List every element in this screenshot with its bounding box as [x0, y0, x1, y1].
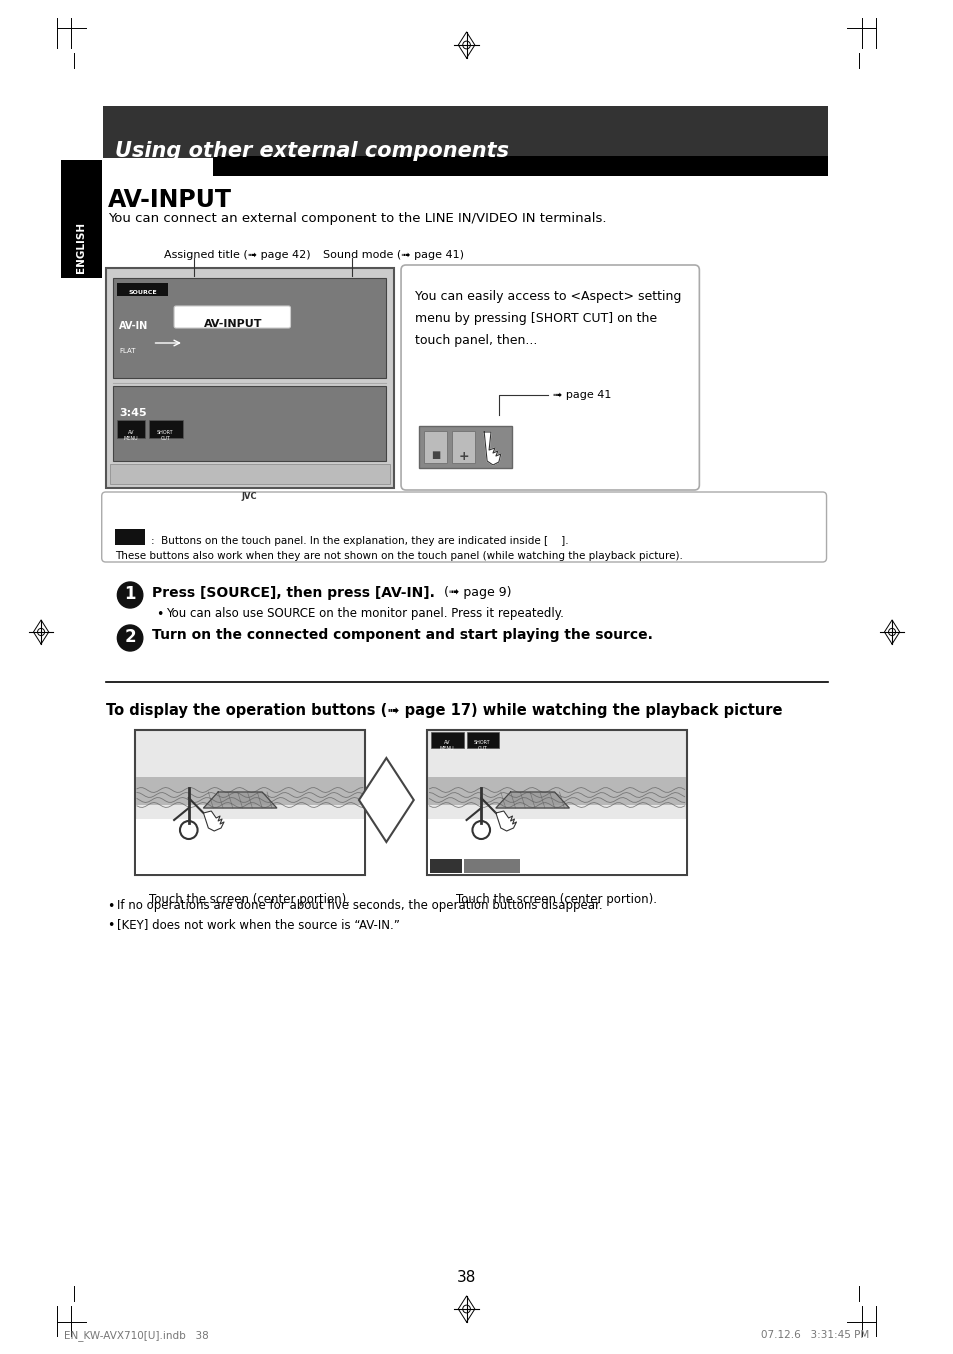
Circle shape — [472, 821, 490, 839]
Text: +: + — [457, 450, 469, 463]
Text: You can also use SOURCE on the monitor panel. Press it repeatedly.: You can also use SOURCE on the monitor p… — [166, 607, 563, 620]
Text: If no operations are done for about five seconds, the operation buttons disappea: If no operations are done for about five… — [117, 899, 602, 913]
Bar — [213, 156, 827, 176]
Text: To display the operation buttons (➟ page 17) while watching the playback picture: To display the operation buttons (➟ page… — [106, 703, 781, 718]
Text: •: • — [108, 919, 115, 932]
Text: (➟ page 9): (➟ page 9) — [439, 586, 511, 598]
Bar — [113, 278, 386, 378]
Circle shape — [117, 582, 143, 608]
Bar — [430, 858, 461, 873]
Text: These buttons also work when they are not shown on the touch panel (while watchi: These buttons also work when they are no… — [115, 551, 682, 561]
Text: SHORT
CUT: SHORT CUT — [157, 431, 173, 441]
Text: AV-INPUT: AV-INPUT — [108, 188, 232, 213]
Text: SOURCE: SOURCE — [476, 879, 507, 886]
Text: You can connect an external component to the LINE IN/VIDEO IN terminals.: You can connect an external component to… — [108, 213, 605, 225]
Text: KEY: KEY — [438, 879, 453, 886]
Text: 3:45: 3:45 — [119, 408, 147, 418]
Circle shape — [117, 626, 143, 651]
Polygon shape — [203, 811, 224, 831]
Text: AV
MENU: AV MENU — [439, 741, 454, 751]
Bar — [136, 819, 363, 873]
Bar — [113, 386, 386, 460]
FancyBboxPatch shape — [400, 265, 699, 490]
FancyBboxPatch shape — [102, 492, 825, 562]
Polygon shape — [457, 1296, 475, 1322]
Text: AV
MENU: AV MENU — [124, 431, 138, 441]
Bar — [136, 777, 363, 806]
Text: ENGLISH: ENGLISH — [76, 222, 86, 274]
Bar — [115, 529, 145, 546]
Polygon shape — [457, 32, 475, 58]
Text: Using other external components: Using other external components — [115, 141, 509, 161]
FancyBboxPatch shape — [174, 306, 291, 328]
Bar — [134, 730, 364, 875]
Bar — [463, 858, 519, 873]
Text: You can easily access to <Aspect> setting
menu by pressing [SHORT CUT] on the
to: You can easily access to <Aspect> settin… — [415, 290, 680, 347]
Polygon shape — [358, 758, 414, 842]
Text: SOURCE: SOURCE — [129, 290, 157, 295]
Text: [KEY] does not work when the source is “AV-IN.”: [KEY] does not work when the source is “… — [117, 918, 400, 932]
Circle shape — [887, 628, 895, 635]
Bar — [423, 431, 447, 463]
Text: ➟ page 41: ➟ page 41 — [552, 390, 610, 399]
Text: 2: 2 — [124, 628, 135, 646]
Polygon shape — [33, 620, 49, 645]
Bar — [428, 819, 685, 873]
Text: EN_KW-AVX710[U].indb   38: EN_KW-AVX710[U].indb 38 — [64, 1330, 208, 1340]
Bar — [61, 160, 102, 278]
Text: JVC: JVC — [241, 492, 257, 501]
Circle shape — [462, 41, 470, 49]
Text: Assigned title (➟ page 42): Assigned title (➟ page 42) — [164, 250, 311, 260]
Text: :  Buttons on the touch panel. In the explanation, they are indicated inside [  : : Buttons on the touch panel. In the exp… — [151, 536, 568, 546]
Text: Press [SOURCE], then press [AV-IN].: Press [SOURCE], then press [AV-IN]. — [152, 586, 434, 600]
Bar — [418, 427, 511, 468]
Polygon shape — [496, 811, 516, 831]
Text: 07.12.6   3:31:45 PM: 07.12.6 3:31:45 PM — [760, 1330, 868, 1340]
Polygon shape — [496, 792, 569, 808]
Polygon shape — [484, 432, 500, 464]
Text: •: • — [156, 608, 164, 621]
Text: Sound mode (➟ page 41): Sound mode (➟ page 41) — [322, 250, 463, 260]
Bar — [427, 730, 686, 875]
Bar — [452, 431, 475, 463]
Polygon shape — [203, 792, 276, 808]
Bar — [103, 106, 827, 158]
Text: 38: 38 — [456, 1270, 476, 1285]
Bar — [431, 733, 463, 747]
Circle shape — [37, 628, 45, 635]
Text: •: • — [108, 900, 115, 913]
Text: FLAT: FLAT — [119, 348, 135, 353]
Bar — [428, 777, 685, 806]
Circle shape — [180, 821, 197, 839]
Bar — [117, 420, 145, 437]
Polygon shape — [883, 620, 899, 645]
Text: 1: 1 — [124, 585, 135, 603]
Text: SHORT
CUT: SHORT CUT — [474, 741, 490, 751]
Bar — [106, 268, 394, 487]
Bar — [117, 283, 168, 297]
Bar — [466, 733, 498, 747]
Text: ■: ■ — [430, 450, 439, 460]
Bar — [149, 420, 183, 437]
Circle shape — [462, 1305, 470, 1313]
Text: Touch the screen (center portion).: Touch the screen (center portion). — [456, 894, 657, 906]
Bar — [110, 464, 390, 483]
Text: AV-IN: AV-IN — [119, 321, 149, 330]
Text: Touch the screen (center portion).: Touch the screen (center portion). — [149, 894, 350, 906]
Text: AV-INPUT: AV-INPUT — [203, 320, 262, 329]
Text: Turn on the connected component and start playing the source.: Turn on the connected component and star… — [152, 628, 652, 642]
